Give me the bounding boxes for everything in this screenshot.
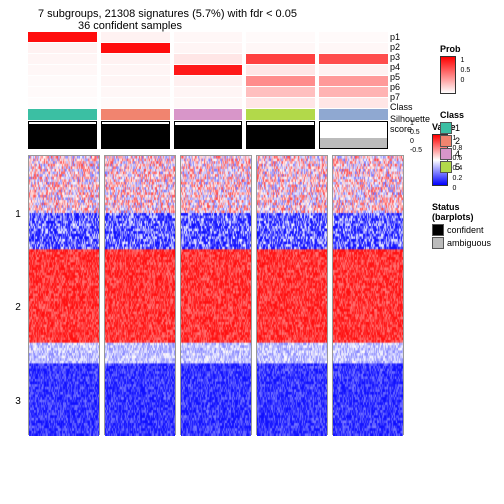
legend-class: Class 1245 xyxy=(440,110,464,174)
track-label: Class xyxy=(388,102,428,112)
track-label: p1 xyxy=(388,32,428,42)
track-label: p7 xyxy=(388,92,428,102)
legend-prob: Prob 1 0.5 0 xyxy=(440,44,470,94)
p-tracks xyxy=(28,32,388,108)
track-label: p3 xyxy=(388,52,428,62)
class-track xyxy=(28,109,388,120)
silhouette-ticks: 1 0.5 0 -0.5 xyxy=(410,119,422,155)
left-axis: 1 2 3 xyxy=(8,32,28,448)
track-label: p2 xyxy=(388,42,428,52)
track-labels: p1p2p3p4p5p6p7Class Silhouette score xyxy=(388,32,428,448)
row-group-labels: 1 2 3 xyxy=(8,168,28,448)
row-label: 3 xyxy=(15,396,21,407)
title-line-2: 36 confident samples xyxy=(78,20,496,32)
row-label: 2 xyxy=(15,302,21,313)
track-label: p5 xyxy=(388,72,428,82)
heatmap xyxy=(28,155,388,435)
prob-gradient xyxy=(440,56,456,94)
row-label: 1 xyxy=(15,209,21,220)
title-line-1: 7 subgroups, 21308 signatures (5.7%) wit… xyxy=(38,8,496,20)
track-label: p6 xyxy=(388,82,428,92)
track-label: p4 xyxy=(388,62,428,72)
title-block: 7 subgroups, 21308 signatures (5.7%) wit… xyxy=(38,8,496,32)
plot-column: 1 0.5 0 -0.5 xyxy=(28,32,388,448)
legend-area: Value 1 0.8 0.6 0.4 0.2 0 Status (barplo… xyxy=(428,32,496,448)
legend-status: Status (barplots) confidentambiguous xyxy=(432,202,496,249)
silhouette-label: Silhouette xyxy=(388,114,428,124)
silhouette-track: 1 0.5 0 -0.5 xyxy=(28,121,388,149)
silhouette-label2: score xyxy=(388,124,428,134)
